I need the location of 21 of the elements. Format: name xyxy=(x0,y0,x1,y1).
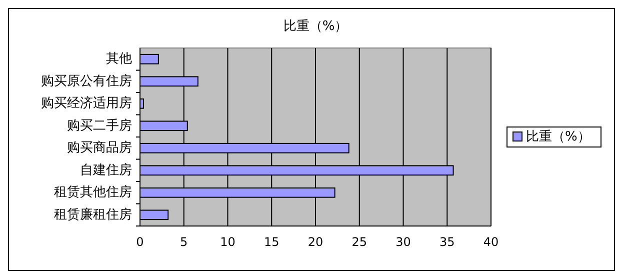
y-tick-label: 自建住房 xyxy=(80,162,132,178)
x-tick-label: 20 xyxy=(308,235,324,249)
x-tick-label: 25 xyxy=(352,235,368,249)
chart-title: 比重（%） xyxy=(283,19,348,34)
x-tick-label: 35 xyxy=(439,235,455,249)
y-tick-label: 购买原公有住房 xyxy=(41,72,132,89)
y-tick-label: 购买二手房 xyxy=(67,117,132,134)
y-tick-label: 租赁其他住房 xyxy=(54,184,132,200)
y-tick-label: 其他 xyxy=(106,52,132,67)
x-tick-label: 40 xyxy=(483,235,499,249)
x-tick-label: 0 xyxy=(136,235,144,249)
bar xyxy=(140,54,159,64)
y-tick-label: 租赁廉租住房 xyxy=(54,206,132,222)
x-tick-label: 30 xyxy=(396,235,411,249)
legend-label: 比重（%） xyxy=(526,130,590,144)
bar xyxy=(140,210,169,220)
x-tick-label: 10 xyxy=(220,235,236,249)
y-tick-label: 购买经济适用房 xyxy=(41,95,132,112)
x-tick-label: 5 xyxy=(180,235,188,249)
y-tick-label: 购买商品房 xyxy=(67,140,132,156)
x-tick-label: 15 xyxy=(264,235,280,249)
